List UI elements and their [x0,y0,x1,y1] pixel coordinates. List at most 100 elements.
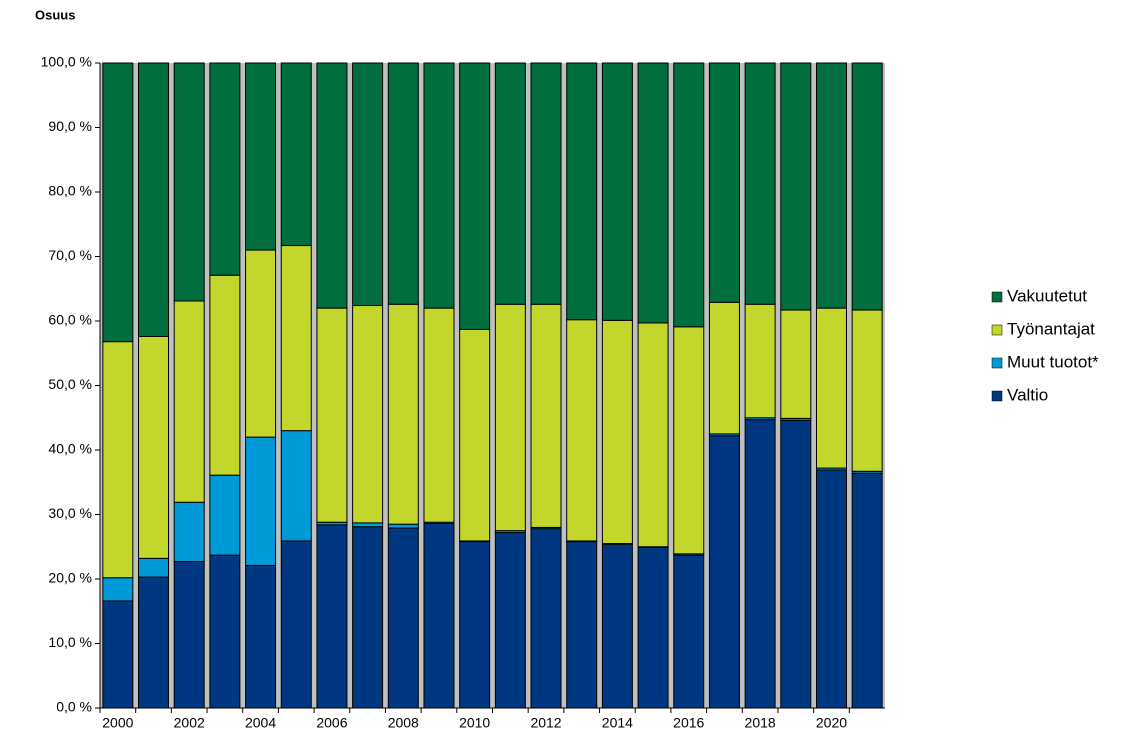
bar-segment [245,249,277,438]
x-tick-label: 2018 [745,715,776,731]
bar-segment [530,303,562,528]
bar-segment [102,62,134,343]
bar-segment [851,309,883,472]
bar-segment [530,62,562,305]
bar-segment [851,62,883,311]
y-tick-label: 20,0 % [48,570,92,586]
bar-segment [209,62,241,276]
legend-swatch [991,324,1003,336]
bar-segment [138,576,170,709]
bar-segment [423,62,455,309]
x-tick-label: 2012 [530,715,561,731]
bar-segment [815,62,847,309]
bar-segment [102,341,134,579]
bar-segment [138,557,170,578]
bar-segment [387,527,419,709]
bar-segment [459,541,491,709]
bar-segment [708,301,740,435]
bar-segment [352,305,384,524]
x-tick-label: 2004 [245,715,276,731]
bar-segment [423,523,455,709]
y-tick-label: 80,0 % [48,183,92,199]
bar-segment [173,561,205,709]
bar-segment [637,322,669,548]
bar-segment [387,303,419,525]
x-tick-label: 2020 [816,715,847,731]
bar-segment [815,307,847,469]
bar-segment [138,335,170,559]
y-tick-label: 70,0 % [48,247,92,263]
bar-segment [744,419,776,709]
bar-segment [601,62,633,321]
bar-segment [494,62,526,305]
bar-segment [673,554,705,709]
y-tick-label: 40,0 % [48,441,92,457]
bar-segment [566,541,598,709]
legend-swatch [991,390,1003,402]
y-tick-label: 100,0 % [41,54,92,70]
bar-segment [494,303,526,532]
bar-segment [387,62,419,305]
bar-segment [815,469,847,709]
bar-segment [245,564,277,709]
bar-segment [494,532,526,709]
bar-segment [245,436,277,566]
y-tick-label: 60,0 % [48,312,92,328]
bar-segment [102,600,134,709]
bar-segment [173,501,205,563]
bar-segment [245,62,277,251]
bar-segment [352,522,384,528]
x-tick-label: 2016 [673,715,704,731]
bar-segment [566,62,598,321]
bar-segment [673,62,705,328]
x-tick-label: 2008 [388,715,419,731]
bar-segment [637,546,669,709]
bar-segment [280,245,312,432]
x-tick-label: 2010 [459,715,490,731]
y-tick-label: 0,0 % [56,699,92,715]
bar-segment [173,300,205,503]
x-tick-label: 2014 [602,715,633,731]
legend-label: Muut tuotot* [1007,352,1099,371]
bar-segment [744,62,776,305]
bar-segment [708,435,740,709]
bar-segment [851,472,883,709]
bar-segment [209,554,241,709]
bar-segment [423,307,455,523]
bar-segment [673,326,705,555]
y-tick-label: 10,0 % [48,634,92,650]
bar-segment [566,319,598,542]
bar-segment [601,319,633,545]
bar-segment [316,62,348,309]
y-axis-title: Osuus [35,7,75,22]
bar-segment [352,526,384,709]
legend-label: Työnantajat [1007,319,1095,338]
y-tick-label: 50,0 % [48,376,92,392]
y-tick-label: 30,0 % [48,505,92,521]
bar-segment [209,274,241,476]
bar-segment [209,474,241,556]
x-tick-label: 2002 [174,715,205,731]
bar-segment [780,62,812,311]
bar-segment [387,523,419,529]
bar-segment [530,528,562,709]
bar-segment [780,419,812,709]
bar-segment [744,303,776,419]
legend-label: Vakuutetut [1007,286,1087,305]
x-tick-label: 2006 [316,715,347,731]
bar-segment [601,543,633,709]
bar-segment [102,577,134,602]
x-tick-label: 2000 [102,715,133,731]
legend-label: Valtio [1007,385,1048,404]
bar-segment [352,62,384,307]
y-tick-label: 90,0 % [48,118,92,134]
legend-swatch [991,357,1003,369]
legend-swatch [991,291,1003,303]
bar-segment [708,62,740,303]
bar-segment [637,62,669,324]
bar-segment [780,309,812,419]
bar-segment [173,62,205,302]
bar-segment [280,62,312,247]
bar-segment [280,430,312,542]
